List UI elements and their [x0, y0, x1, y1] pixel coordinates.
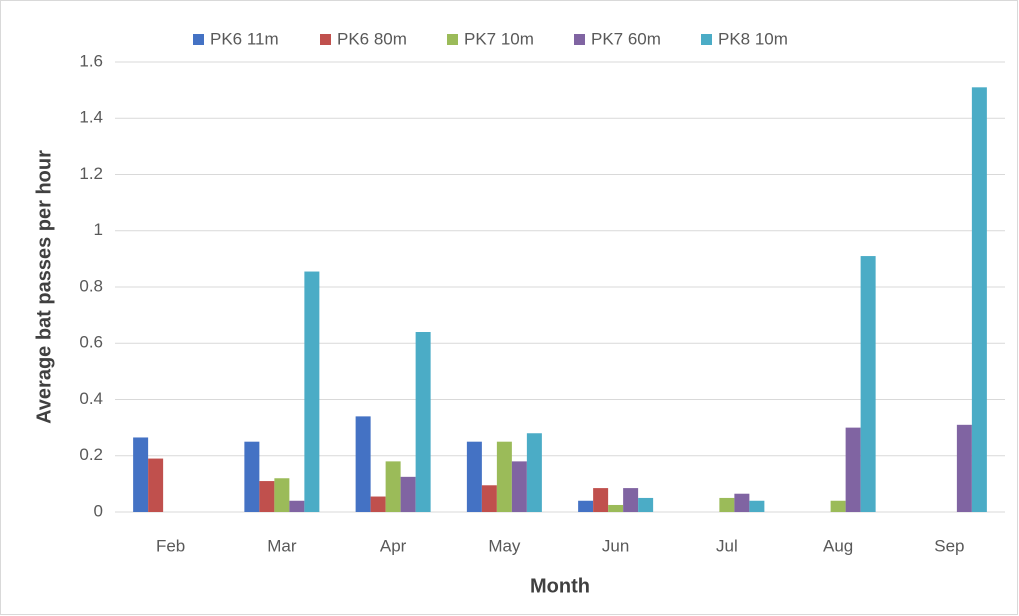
bar	[355, 416, 371, 512]
y-tick-label: 1.2	[79, 164, 103, 183]
bar	[734, 493, 750, 512]
legend-label: PK6 11m	[210, 29, 279, 48]
bar	[274, 478, 290, 512]
bar	[719, 497, 735, 512]
x-tick-label: Sep	[934, 536, 964, 555]
bar	[593, 488, 609, 512]
bar	[148, 458, 164, 512]
bar	[400, 476, 416, 512]
x-tick-label: May	[488, 536, 521, 555]
x-tick-label: Jul	[716, 536, 738, 555]
bar	[385, 461, 401, 512]
x-tick-label: Aug	[823, 536, 853, 555]
bar	[638, 497, 654, 512]
x-tick-label: Mar	[267, 536, 297, 555]
bar	[526, 433, 542, 512]
bar	[845, 427, 861, 512]
bar	[415, 332, 431, 512]
y-axis-title: Average bat passes per hour	[33, 150, 55, 424]
bar	[956, 424, 972, 512]
y-tick-label: 1.4	[79, 108, 103, 127]
y-tick-label: 0.4	[79, 389, 103, 408]
x-axis-title: Month	[530, 575, 590, 597]
bar	[623, 488, 639, 512]
bar	[370, 496, 386, 512]
bar	[608, 504, 624, 512]
legend-swatch	[320, 34, 331, 45]
x-tick-label: Apr	[380, 536, 407, 555]
legend-label: PK7 10m	[464, 29, 534, 48]
bar	[749, 500, 765, 512]
bar	[466, 441, 482, 512]
bar	[578, 500, 594, 512]
bar	[304, 271, 320, 512]
bar	[971, 87, 987, 512]
bar	[289, 500, 305, 512]
bar	[244, 441, 260, 512]
y-tick-label: 0	[94, 501, 103, 520]
x-tick-label: Feb	[156, 536, 185, 555]
bar	[133, 437, 149, 512]
legend-swatch	[701, 34, 712, 45]
legend-label: PK6 80m	[337, 29, 407, 48]
y-tick-label: 1	[94, 220, 103, 239]
legend-swatch	[574, 34, 585, 45]
y-tick-label: 0.8	[79, 276, 103, 295]
bar	[860, 256, 876, 512]
bar	[259, 481, 275, 512]
legend-label: PK8 10m	[718, 29, 788, 48]
y-tick-label: 1.6	[79, 51, 103, 70]
y-tick-label: 0.2	[79, 445, 103, 464]
x-tick-label: Jun	[602, 536, 629, 555]
y-tick-label: 0.6	[79, 333, 103, 352]
bar	[511, 461, 527, 512]
legend-swatch	[447, 34, 458, 45]
legend-swatch	[193, 34, 204, 45]
legend-label: PK7 60m	[591, 29, 661, 48]
bar	[830, 500, 846, 512]
bar	[496, 441, 512, 512]
bar	[481, 485, 497, 512]
